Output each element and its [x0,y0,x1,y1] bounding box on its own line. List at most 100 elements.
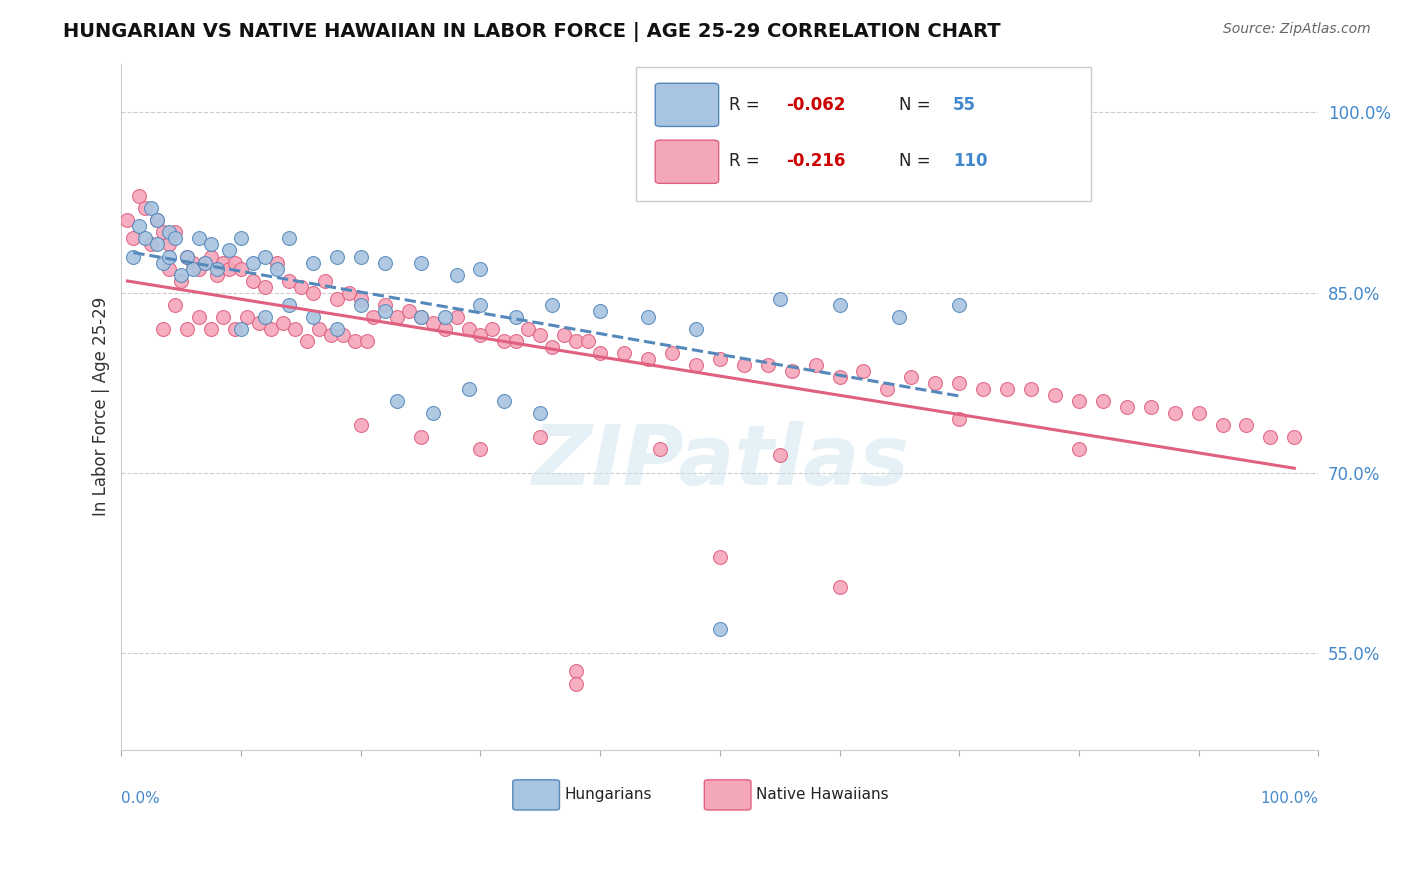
Point [505,334,527,348]
Point [343,334,366,348]
Point [1212,417,1234,432]
Point [356,334,378,348]
Point [278,274,301,288]
Text: 0.0%: 0.0% [121,791,160,805]
Point [194,255,217,269]
Point [302,310,325,324]
Point [1043,388,1066,402]
Point [205,268,228,282]
Point [224,255,246,269]
Point [828,298,851,312]
Point [481,321,503,335]
Text: Source: ZipAtlas.com: Source: ZipAtlas.com [1223,22,1371,37]
Point [529,406,551,420]
Point [152,321,174,335]
Point [157,237,180,252]
Point [141,202,163,216]
Point [1067,442,1090,456]
Point [229,231,252,245]
Point [302,285,325,300]
Point [433,310,456,324]
Point [224,321,246,335]
Point [326,321,349,335]
Point [284,321,307,335]
Point [529,430,551,444]
Point [972,382,994,396]
Point [157,261,180,276]
Point [350,292,373,306]
FancyBboxPatch shape [636,68,1091,202]
Point [374,255,396,269]
FancyBboxPatch shape [704,780,751,810]
Point [457,382,479,396]
Point [122,250,145,264]
Text: R =: R = [730,95,765,113]
Point [188,231,211,245]
Point [876,382,898,396]
Point [337,285,360,300]
Point [385,393,408,408]
Point [332,327,354,342]
Point [146,237,169,252]
Text: 110: 110 [953,153,988,170]
Point [122,231,145,245]
Point [157,250,180,264]
Point [200,250,222,264]
Point [924,376,946,390]
Point [756,358,779,372]
Point [326,250,349,264]
Point [385,310,408,324]
Point [709,550,731,565]
Point [146,213,169,227]
Point [200,237,222,252]
Point [128,189,150,203]
Point [146,213,169,227]
Point [685,321,707,335]
Point [236,310,259,324]
Point [290,279,312,293]
Point [200,321,222,335]
Point [218,244,240,258]
Point [505,310,527,324]
Point [613,345,636,359]
Point [1284,430,1306,444]
Text: Hungarians: Hungarians [564,787,652,802]
Point [319,327,342,342]
Point [780,364,803,378]
Point [409,310,432,324]
Point [134,202,156,216]
Point [242,274,264,288]
Text: N =: N = [900,95,936,113]
Point [494,393,516,408]
Point [1115,400,1137,414]
Point [648,442,671,456]
Point [589,345,612,359]
Text: R =: R = [730,153,765,170]
Point [176,321,198,335]
Point [529,327,551,342]
Point [948,298,970,312]
Point [446,268,468,282]
Point [205,261,228,276]
Point [769,292,792,306]
Point [409,430,432,444]
Point [361,310,384,324]
Point [852,364,875,378]
Point [1139,400,1161,414]
Point [350,298,373,312]
Point [1091,393,1114,408]
Point [134,231,156,245]
Point [900,369,922,384]
FancyBboxPatch shape [655,140,718,184]
Point [170,268,193,282]
Point [541,298,564,312]
Point [165,226,187,240]
Point [212,310,235,324]
Point [152,226,174,240]
Point [1187,406,1209,420]
Point [470,261,492,276]
Point [242,255,264,269]
Point [769,448,792,462]
Point [733,358,755,372]
FancyBboxPatch shape [655,83,718,127]
